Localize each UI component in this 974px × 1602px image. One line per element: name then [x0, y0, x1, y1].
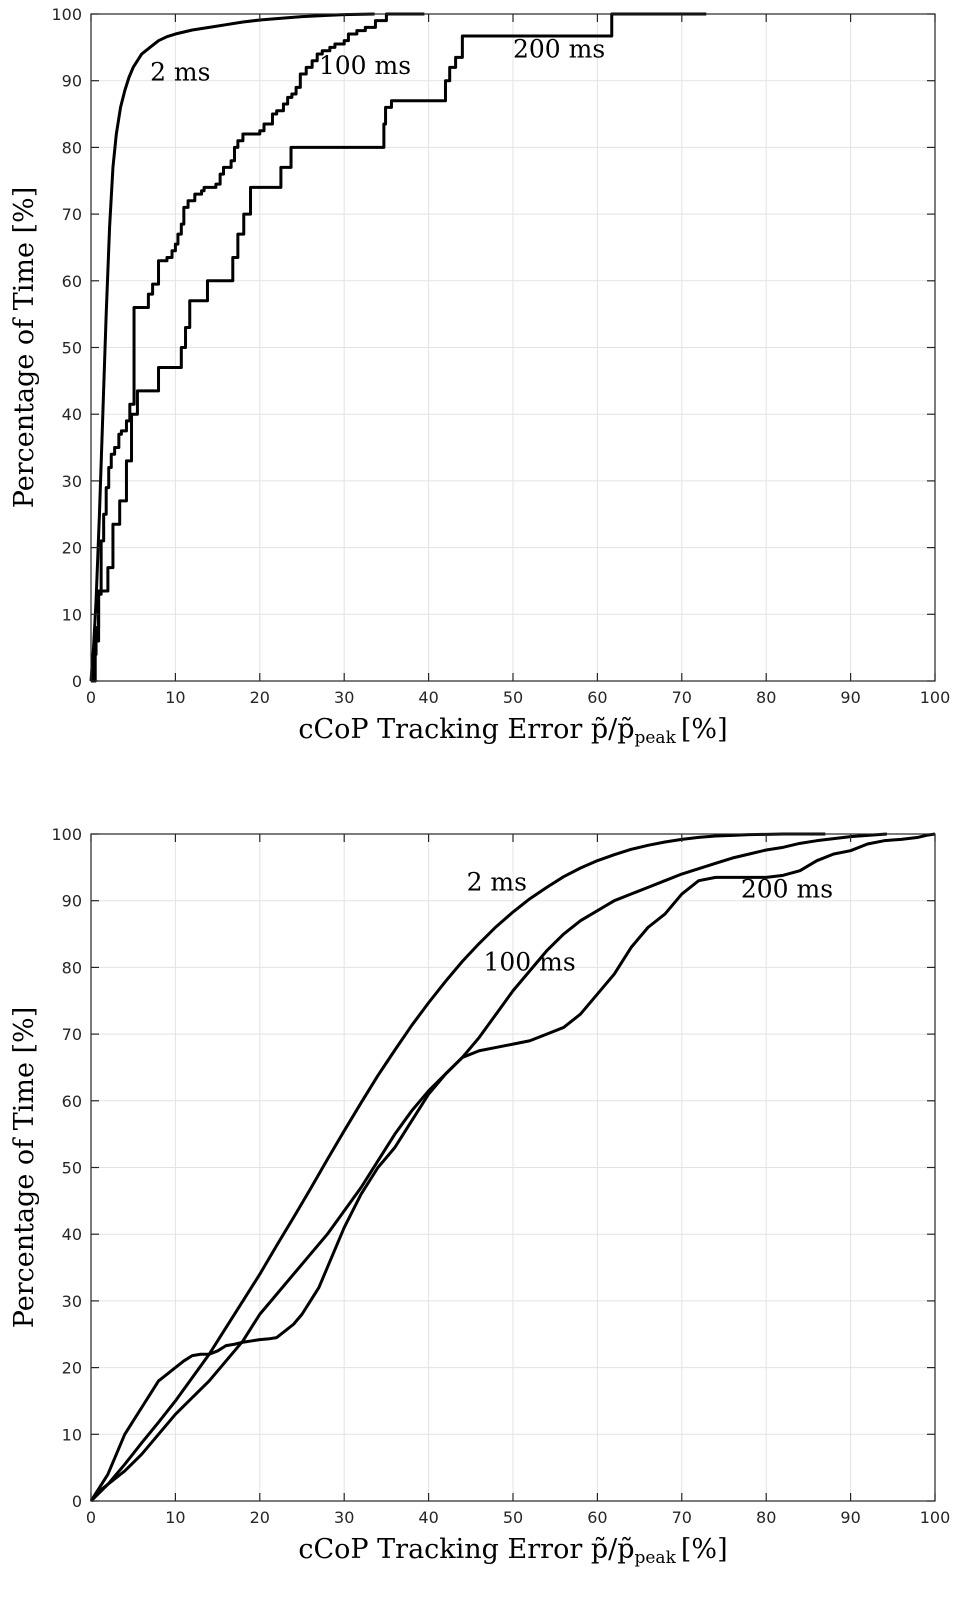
series-annotation: 2 ms	[467, 868, 527, 897]
y-tick-label: 100	[51, 825, 82, 844]
series-line-200-ms	[89, 832, 936, 1502]
x-tick-label: 10	[165, 688, 185, 707]
x-tick-label: 20	[250, 1508, 270, 1527]
x-tick-label: 10	[165, 1508, 185, 1527]
x-tick-label: 0	[86, 688, 96, 707]
chart-bottom: 0 10 20 30 40 50 60 70 80 90 100 0 10 20 30 40 50 60 70 80 9…	[9, 825, 950, 1568]
series-annotation: 200 ms	[513, 34, 605, 63]
y-tick-label: 20	[62, 539, 82, 558]
x-tick-label: 80	[756, 1508, 776, 1527]
x-tick-label: 60	[587, 688, 607, 707]
x-tick-label: 100	[920, 688, 951, 707]
series-line-100-ms	[89, 832, 887, 1502]
x-tick-label: 30	[334, 688, 354, 707]
series-line-2-ms	[89, 12, 375, 682]
x-tick-label: 30	[334, 1508, 354, 1527]
x-tick-label: 60	[587, 1508, 607, 1527]
y-axis-title: Percentage of Time [%]	[9, 187, 40, 508]
x-tick-label: 90	[840, 688, 860, 707]
x-axis-title: cCoP Tracking Error p̃/p̃peak [%]	[298, 714, 727, 748]
series-annotation: 2 ms	[150, 58, 210, 87]
y-tick-label: 60	[62, 272, 82, 291]
y-tick-label: 10	[62, 605, 82, 624]
x-tick-label: 50	[503, 1508, 523, 1527]
x-tick-label: 70	[672, 688, 692, 707]
y-tick-label: 40	[62, 405, 82, 424]
series-annotation: 200 ms	[741, 874, 833, 903]
x-tick-label: 50	[503, 688, 523, 707]
y-tick-label: 50	[62, 339, 82, 358]
y-tick-label: 0	[72, 672, 82, 691]
y-axis-title: Percentage of Time [%]	[9, 1007, 40, 1328]
series-line-2-ms	[89, 832, 826, 1503]
y-tick-label: 80	[62, 138, 82, 157]
y-tick-label: 20	[62, 1359, 82, 1378]
y-tick-label: 10	[62, 1425, 82, 1444]
series-line-200-ms	[91, 12, 707, 683]
y-tick-label: 50	[62, 1159, 82, 1178]
x-tick-label: 80	[756, 688, 776, 707]
x-tick-label: 90	[840, 1508, 860, 1527]
x-tick-label: 70	[672, 1508, 692, 1527]
y-tick-label: 90	[62, 72, 82, 91]
y-tick-label: 30	[62, 1292, 82, 1311]
y-tick-label: 70	[62, 205, 82, 224]
x-tick-label: 0	[86, 1508, 96, 1527]
series-line-100-ms	[91, 12, 425, 683]
x-tick-label: 100	[920, 1508, 951, 1527]
chart-top: 0 10 20 30 40 50 60 70 80 90 100 0 10 20 30 40 50 60 70 80 9…	[9, 5, 950, 748]
y-tick-label: 30	[62, 472, 82, 491]
x-tick-label: 40	[418, 688, 438, 707]
y-tick-label: 90	[62, 892, 82, 911]
y-tick-label: 100	[51, 5, 82, 24]
x-axis-title: cCoP Tracking Error p̃/p̃peak [%]	[298, 1534, 727, 1568]
y-tick-label: 0	[72, 1492, 82, 1511]
y-tick-label: 40	[62, 1225, 82, 1244]
x-tick-label: 20	[250, 688, 270, 707]
series-annotation: 100 ms	[319, 51, 411, 80]
y-tick-label: 60	[62, 1092, 82, 1111]
y-tick-label: 70	[62, 1025, 82, 1044]
series-annotation: 100 ms	[483, 948, 575, 977]
y-tick-label: 80	[62, 958, 82, 977]
x-tick-label: 40	[418, 1508, 438, 1527]
